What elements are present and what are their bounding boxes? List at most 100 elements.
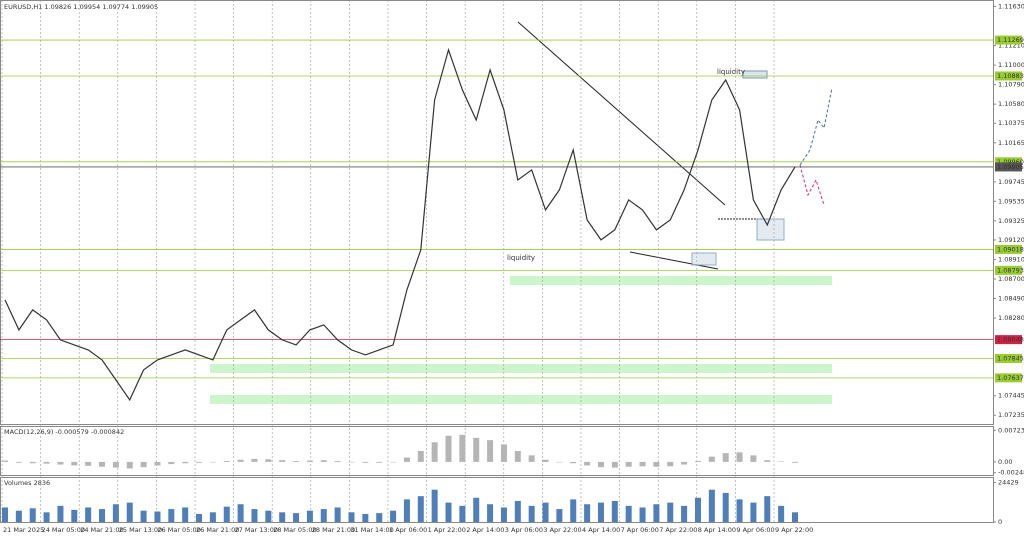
level-label: 1.07637 xyxy=(997,374,1024,382)
volume-bar xyxy=(57,505,64,522)
y-tick-label: 1.11000 xyxy=(998,61,1024,69)
level-tag xyxy=(995,162,1022,172)
volume-bar xyxy=(570,499,577,522)
volume-bar xyxy=(182,507,189,522)
y-tick-label: 0 xyxy=(998,518,1002,526)
volume-bar xyxy=(694,497,701,522)
x-tick-label: 2 Apr 14:00 xyxy=(466,526,504,534)
volume-bar xyxy=(722,492,729,522)
macd-bar xyxy=(639,461,646,467)
y-tick-label: 1.08280 xyxy=(998,314,1024,322)
macd-bar xyxy=(279,460,286,462)
x-tick-label: 7 Apr 06:00 xyxy=(621,526,659,534)
macd-bar xyxy=(168,461,175,465)
volume-bar xyxy=(487,504,494,522)
macd-bar xyxy=(43,461,50,464)
volume-bar xyxy=(223,506,230,522)
level-tag xyxy=(995,265,1022,275)
x-tick-label: 27 Mar 13:00 xyxy=(235,526,278,534)
x-tick-label: 1 Apr 22:00 xyxy=(428,526,466,534)
volume-bar xyxy=(778,505,785,522)
y-tick-label: 1.07445 xyxy=(998,392,1024,400)
forecast-up xyxy=(799,87,833,166)
volume-bar xyxy=(708,489,715,522)
volume-bar xyxy=(403,499,410,522)
volume-bar xyxy=(306,510,313,522)
volume-bar xyxy=(71,509,78,522)
level-tag xyxy=(995,35,1022,45)
level-label: 1.08793 xyxy=(997,266,1024,274)
level-tag xyxy=(995,157,1022,167)
macd-pane xyxy=(0,426,994,476)
chart-title: EURUSD,H1 1.09826 1.09954 1.09774 1.0990… xyxy=(4,3,158,11)
volume-bar xyxy=(279,512,286,522)
macd-bar xyxy=(320,460,327,462)
macd-bar xyxy=(196,461,203,463)
macd-bar xyxy=(99,461,106,467)
macd-bar xyxy=(778,461,785,462)
volume-bar xyxy=(611,501,618,522)
volume-bar xyxy=(293,513,300,522)
x-tick-label: 3 Apr 06:00 xyxy=(505,526,543,534)
volume-bar xyxy=(431,489,438,522)
x-tick-label: 21 Mar 2025 xyxy=(3,526,44,534)
y-tick-label: -0.00248 xyxy=(998,469,1024,477)
y-tick-label: 1.10165 xyxy=(998,139,1024,147)
macd-bar xyxy=(2,460,8,462)
macd-bar xyxy=(459,434,466,462)
macd-bar xyxy=(694,461,701,462)
x-tick-label: 26 Mar 05:00 xyxy=(157,526,200,534)
x-tick-label: 31 Mar 14:00 xyxy=(350,526,393,534)
macd-bar xyxy=(182,461,189,464)
macd-bar xyxy=(403,457,410,462)
level-tag xyxy=(995,354,1022,364)
volume-bar xyxy=(514,501,521,522)
volume-bar xyxy=(625,505,632,522)
level-label: 1.09905 xyxy=(997,163,1024,171)
level-label: 1.09960 xyxy=(997,158,1024,166)
volume-bar xyxy=(348,512,355,522)
y-tick-label: 1.10790 xyxy=(998,81,1024,89)
volume-bar xyxy=(251,509,258,522)
macd-bar xyxy=(514,451,521,462)
volume-bar xyxy=(209,512,216,522)
trend-line xyxy=(517,21,726,206)
level-label: 1.09018 xyxy=(997,245,1024,253)
volume-bar xyxy=(736,499,743,522)
x-tick-label: 9 Apr 06:00 xyxy=(736,526,774,534)
volume-bar xyxy=(43,512,50,522)
volume-bar xyxy=(15,510,22,522)
x-tick-label: 28 Mar 05:00 xyxy=(273,526,316,534)
macd-bar xyxy=(500,444,507,462)
volume-bar xyxy=(376,513,383,522)
volume-bar xyxy=(362,513,369,522)
level-tag xyxy=(995,71,1022,81)
level-tag xyxy=(995,244,1022,254)
annotation: liquidity xyxy=(717,68,745,76)
volume-bar xyxy=(639,507,646,522)
volume-bar xyxy=(2,507,8,522)
volume-bar xyxy=(473,497,480,522)
x-tick-label: 4 Apr 14:00 xyxy=(582,526,620,534)
zone xyxy=(210,395,832,404)
macd-bar xyxy=(348,461,355,463)
volume-bar xyxy=(320,509,327,522)
macd-bar xyxy=(528,455,535,462)
macd-bar xyxy=(792,461,798,463)
y-tick-label: 0.00723 xyxy=(998,426,1024,434)
y-tick-label: 1.11630 xyxy=(998,3,1024,11)
level-label: 1.07845 xyxy=(997,355,1024,363)
macd-bar xyxy=(431,442,438,462)
volume-bar xyxy=(196,513,203,522)
macd-bar xyxy=(71,461,78,466)
y-tick-label: 1.09535 xyxy=(998,197,1024,205)
y-tick-label: 1.10580 xyxy=(998,100,1024,108)
volume-bar xyxy=(126,502,133,522)
macd-bar xyxy=(487,440,494,462)
macd-bar xyxy=(417,451,424,462)
annotation: liquidity xyxy=(507,254,535,262)
macd-bar xyxy=(376,461,383,463)
x-tick-label: 24 Mar 05:00 xyxy=(42,526,85,534)
macd-bar xyxy=(85,461,92,466)
